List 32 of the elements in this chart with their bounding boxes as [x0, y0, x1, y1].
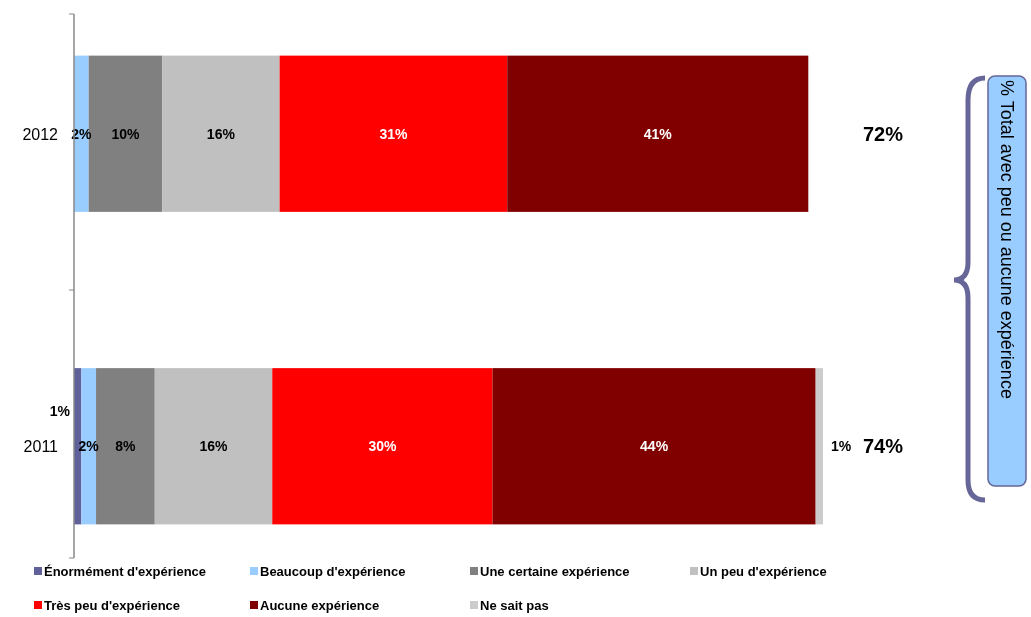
data-label: 2%	[78, 438, 100, 455]
bar	[272, 368, 493, 525]
data-label: 1%	[831, 438, 852, 455]
bar	[279, 55, 508, 212]
data-label: 10%	[111, 125, 140, 142]
legend-label: Ne sait pas	[480, 598, 549, 613]
bar	[81, 368, 97, 525]
data-label: 41%	[643, 125, 673, 142]
data-label: 31%	[379, 125, 408, 142]
legend-label: Beaucoup d'expérience	[260, 564, 406, 579]
data-label: 44%	[640, 438, 669, 455]
legend-label: Un peu d'expérience	[700, 564, 827, 579]
legend-label: Très peu d'expérience	[44, 598, 181, 613]
text: % Total avec peu ou aucune expérience	[996, 80, 1017, 399]
text: 72%	[863, 122, 904, 145]
bar	[154, 368, 273, 525]
bar	[162, 55, 280, 212]
bar	[507, 55, 809, 212]
bar	[815, 368, 823, 525]
legend-label: Aucune expérience	[260, 598, 380, 613]
data-label: 16%	[206, 125, 236, 142]
legend-label: Énormément d'expérience	[44, 564, 207, 579]
y-tick-label: 2012	[22, 125, 59, 143]
data-label: 1%	[49, 403, 71, 420]
data-label: 16%	[199, 438, 229, 455]
text: 74%	[863, 435, 904, 458]
y-tick-label: 2011	[23, 438, 59, 456]
data-label: 2%	[71, 125, 93, 142]
data-label: 8%	[115, 438, 137, 455]
data-label: 30%	[368, 438, 397, 455]
bar	[492, 368, 816, 525]
legend-label: Une certaine expérience	[480, 564, 630, 579]
